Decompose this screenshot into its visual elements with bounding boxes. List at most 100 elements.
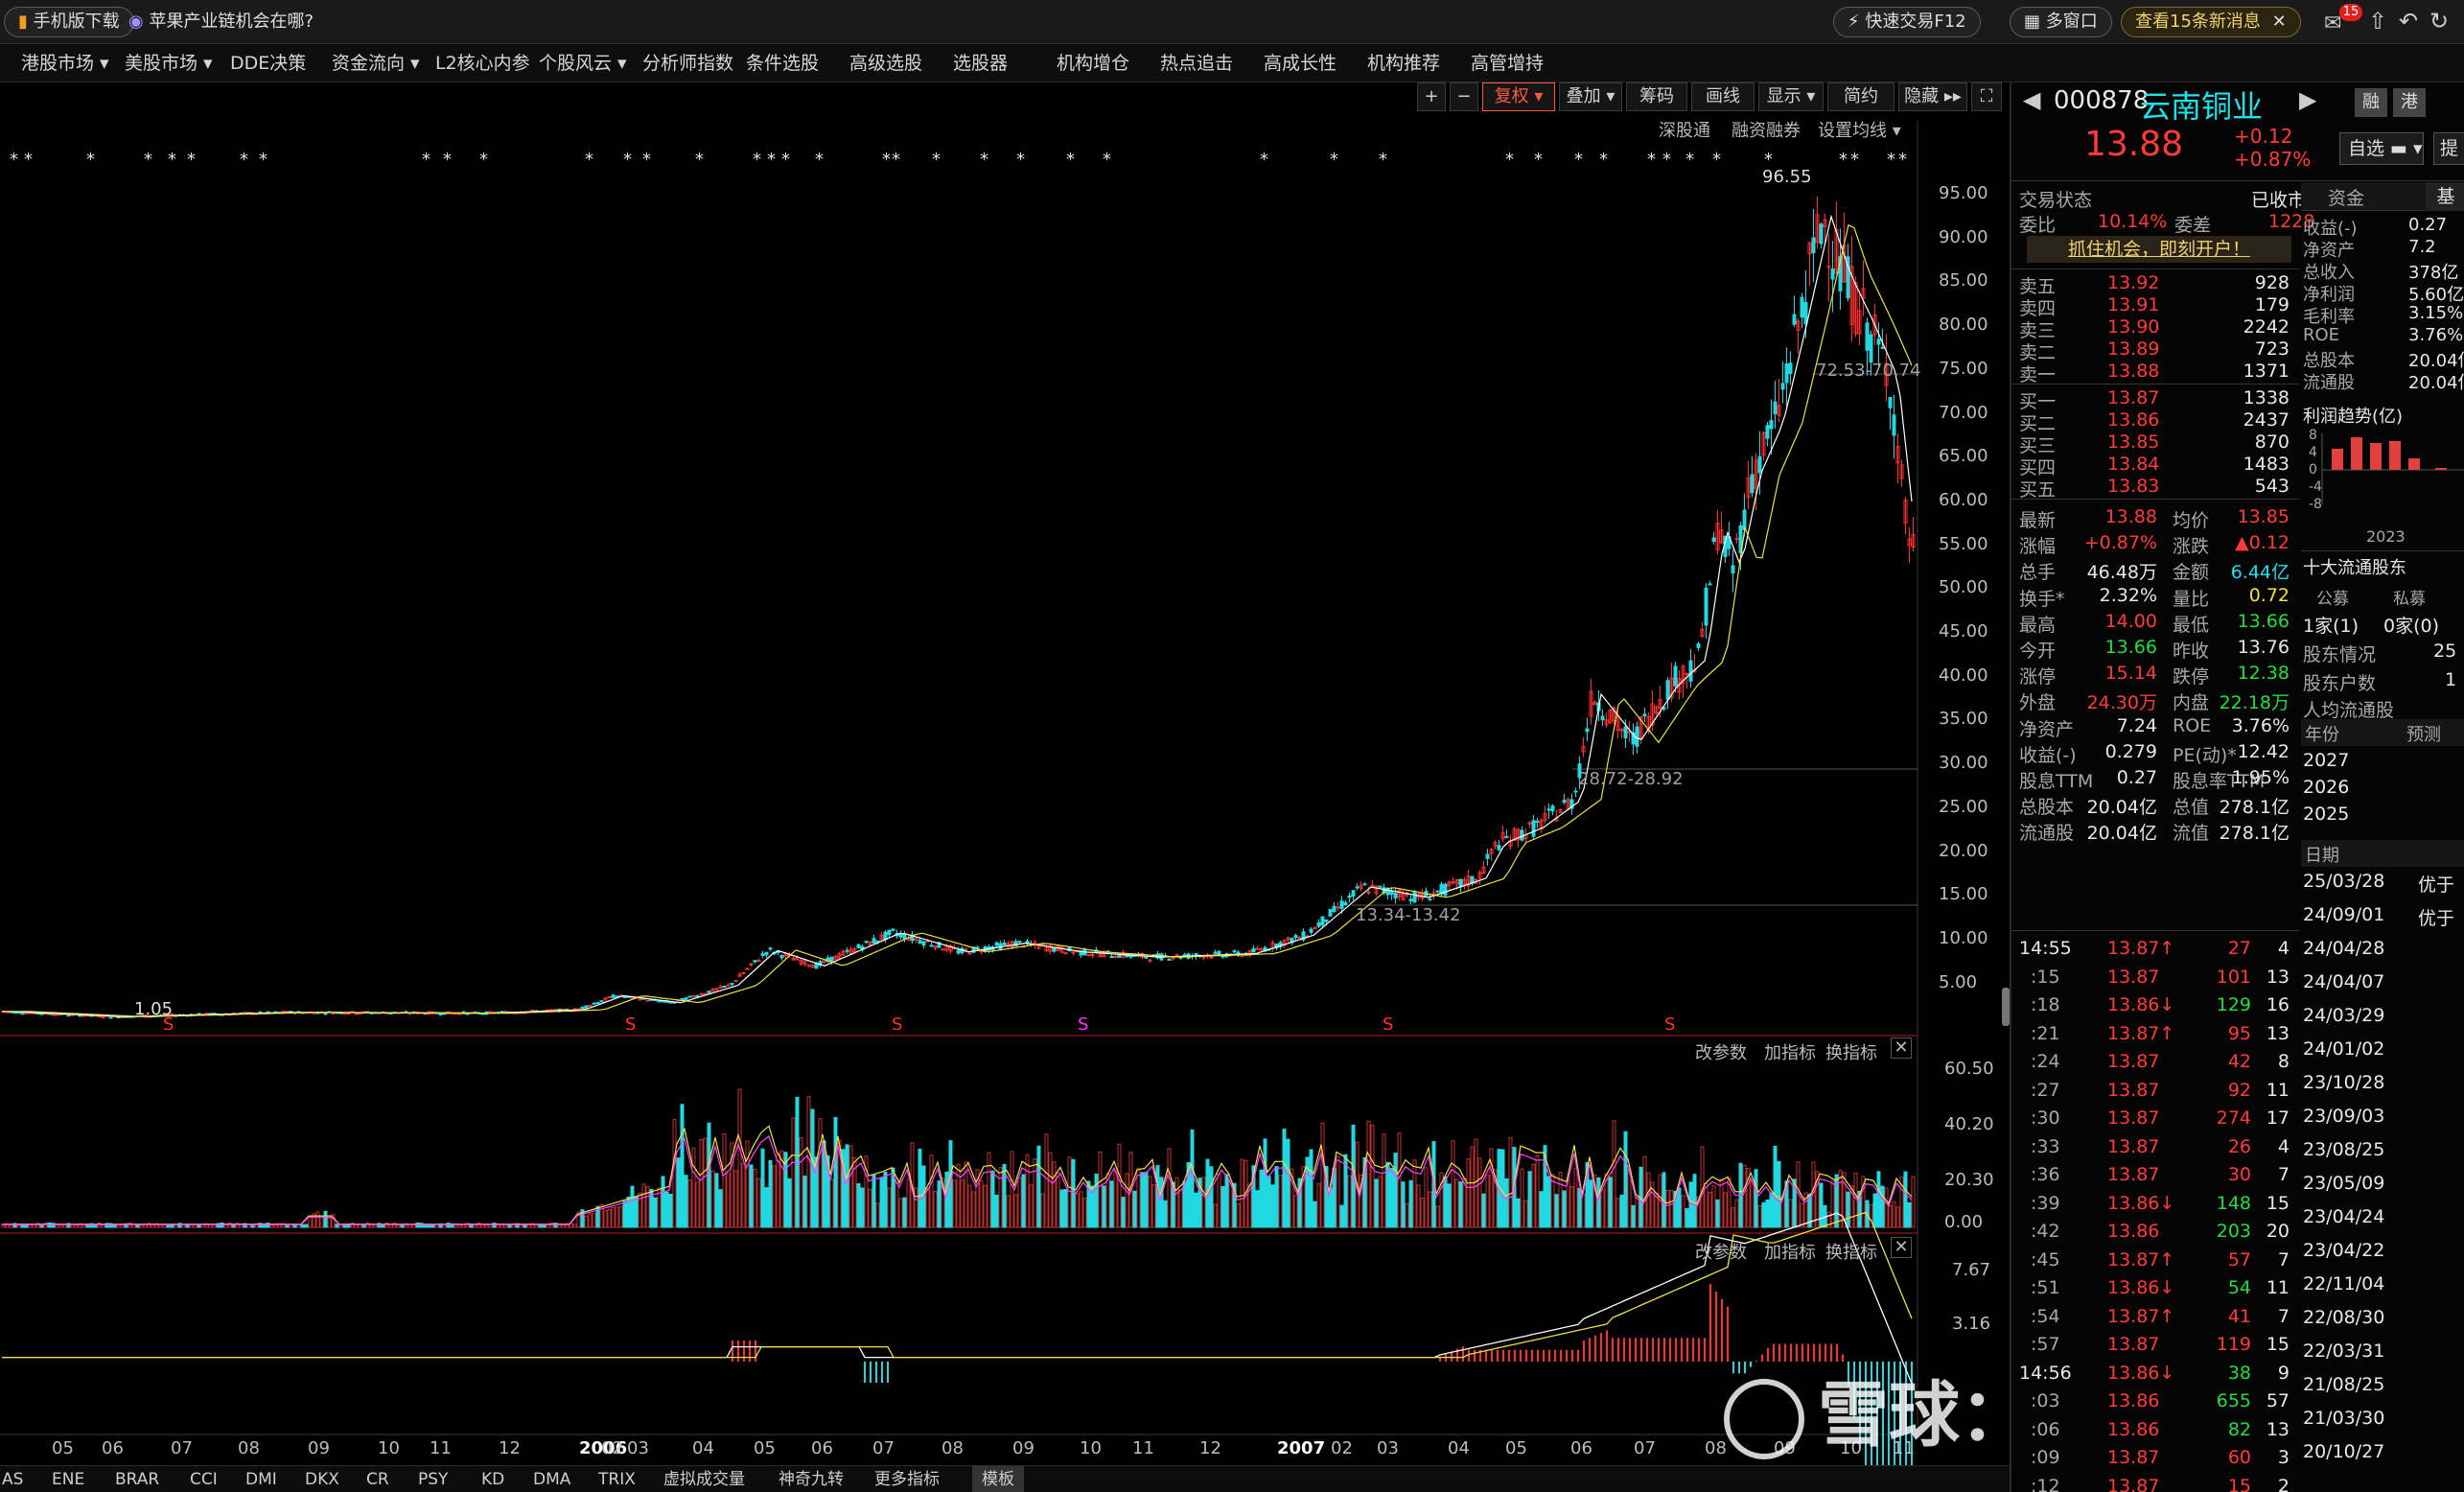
- margin-link[interactable]: 融资融券: [1732, 121, 1801, 141]
- tab-psy[interactable]: PSY: [418, 1470, 449, 1489]
- menu-analyst[interactable]: 分析师指数: [642, 53, 734, 74]
- fullscreen-icon[interactable]: ⛶: [1971, 82, 2002, 111]
- menu-high-growth[interactable]: 高成长性: [1264, 53, 1337, 74]
- menu-condition-pick[interactable]: 条件选股: [746, 53, 820, 74]
- menu-hot-chase[interactable]: 热点追击: [1160, 53, 1234, 74]
- rating-date[interactable]: 22/11/04: [2303, 1273, 2385, 1294]
- holder-tab-public[interactable]: 公募: [2316, 590, 2349, 609]
- vol-add-indicator-link[interactable]: 加指标: [1764, 1043, 1816, 1063]
- simple-button[interactable]: 简约: [1827, 82, 1894, 111]
- rating-date[interactable]: 21/08/25: [2303, 1374, 2385, 1395]
- panel-splitter[interactable]: [2002, 988, 2010, 1026]
- rating-date[interactable]: 23/09/03: [2303, 1106, 2385, 1127]
- menu-hk-market[interactable]: 港股市场 ▾: [21, 53, 109, 74]
- book-level-price[interactable]: 13.92: [2107, 272, 2160, 293]
- quick-trade-button[interactable]: ⚡ 快速交易F12: [1833, 7, 1981, 37]
- display-button[interactable]: 显示 ▾: [1758, 82, 1824, 111]
- rating-date[interactable]: 25/03/28: [2303, 871, 2385, 892]
- menu-advanced-pick[interactable]: 高级选股: [849, 53, 923, 74]
- holder-tab-private[interactable]: 私募: [2393, 590, 2426, 609]
- mobile-download-button[interactable]: ▮ 手机版下载: [4, 7, 134, 37]
- tab-as[interactable]: AS: [2, 1470, 24, 1489]
- rating-date[interactable]: 23/05/09: [2303, 1173, 2385, 1194]
- open-account-promo[interactable]: 抓住机会，即刻开户！: [2027, 236, 2291, 263]
- home-icon[interactable]: ⇧: [2368, 8, 2388, 35]
- margin-tag[interactable]: 融: [2355, 88, 2387, 117]
- book-level-price[interactable]: 13.91: [2107, 294, 2160, 315]
- zoom-out-button[interactable]: −: [1450, 82, 1478, 111]
- macd-add-indicator-link[interactable]: 加指标: [1764, 1243, 1816, 1263]
- macd-switch-indicator-link[interactable]: 换指标: [1825, 1243, 1877, 1263]
- watchlist-button[interactable]: 自选 ▬ ▾: [2339, 132, 2424, 165]
- kline-chart-area[interactable]: + − 复权 ▾ 叠加 ▾ 筹码 画线 显示 ▾ 简约 隐藏 ▸▸ ⛶ 深股通 …: [0, 82, 2385, 1473]
- menu-exec-increase[interactable]: 高管增持: [1471, 53, 1545, 74]
- tab-more-indicators[interactable]: 更多指标: [874, 1470, 940, 1489]
- rating-date[interactable]: 24/01/02: [2303, 1038, 2385, 1060]
- book-level-price[interactable]: 13.86: [2107, 409, 2160, 431]
- book-level-price[interactable]: 13.88: [2107, 361, 2160, 382]
- tab-cci[interactable]: CCI: [190, 1470, 218, 1489]
- menu-inst-increase[interactable]: 机构增仓: [1057, 53, 1130, 74]
- tab-fundamental[interactable]: 基: [2426, 182, 2464, 211]
- draw-line-button[interactable]: 画线: [1691, 82, 1755, 111]
- tab-dma[interactable]: DMA: [533, 1470, 571, 1489]
- rating-date[interactable]: 24/04/28: [2303, 938, 2385, 959]
- menu-capital-flow[interactable]: 资金流向 ▾: [332, 53, 420, 74]
- zoom-in-button[interactable]: +: [1417, 82, 1446, 111]
- rating-date[interactable]: 24/04/07: [2303, 971, 2385, 992]
- tab-brar[interactable]: BRAR: [115, 1470, 160, 1489]
- rating-date[interactable]: 24/03/29: [2303, 1005, 2385, 1026]
- rating-date[interactable]: 22/08/30: [2303, 1307, 2385, 1328]
- book-level-price[interactable]: 13.89: [2107, 338, 2160, 360]
- rating-date[interactable]: 23/04/22: [2303, 1240, 2385, 1261]
- vol-params-link[interactable]: 改参数: [1695, 1043, 1747, 1063]
- tab-ene[interactable]: ENE: [52, 1470, 85, 1489]
- vol-switch-indicator-link[interactable]: 换指标: [1825, 1043, 1877, 1063]
- mail-icon[interactable]: ✉: [2324, 12, 2342, 35]
- menu-us-market[interactable]: 美股市场 ▾: [125, 53, 213, 74]
- book-level-price[interactable]: 13.90: [2107, 316, 2160, 338]
- sh-connect-link[interactable]: 深股通: [1659, 121, 1710, 141]
- tab-cr[interactable]: CR: [366, 1470, 389, 1489]
- alert-button[interactable]: 提: [2433, 132, 2464, 165]
- tab-virtual-volume[interactable]: 虚拟成交量: [663, 1470, 745, 1489]
- ma-settings-link[interactable]: 设置均线 ▾: [1818, 121, 1901, 141]
- menu-l2[interactable]: L2核心内参: [435, 53, 530, 74]
- chips-button[interactable]: 筹码: [1626, 82, 1687, 111]
- macd-close-icon[interactable]: ✕: [1891, 1237, 1912, 1258]
- book-level-price[interactable]: 13.87: [2107, 387, 2160, 408]
- macd-params-link[interactable]: 改参数: [1695, 1243, 1747, 1263]
- adjust-button[interactable]: 复权 ▾: [1482, 82, 1555, 111]
- tab-capital[interactable]: 资金: [2328, 188, 2365, 209]
- rating-date[interactable]: 23/04/24: [2303, 1206, 2385, 1227]
- headline-link[interactable]: ◉ 苹果产业链机会在哪?: [128, 7, 314, 37]
- next-stock-icon[interactable]: ▶: [2299, 86, 2317, 113]
- book-level-price[interactable]: 13.84: [2107, 454, 2160, 475]
- tab-dkx[interactable]: DKX: [305, 1470, 339, 1489]
- tab-kd[interactable]: KD: [481, 1470, 505, 1489]
- rating-date[interactable]: 21/03/30: [2303, 1408, 2385, 1429]
- tab-template[interactable]: 模板: [972, 1466, 1024, 1492]
- menu-stock-picker[interactable]: 选股器: [953, 53, 1009, 74]
- book-level-price[interactable]: 13.83: [2107, 476, 2160, 497]
- menu-inst-recommend[interactable]: 机构推荐: [1367, 53, 1441, 74]
- rating-date[interactable]: 23/10/28: [2303, 1072, 2385, 1093]
- hk-connect-tag[interactable]: 港: [2393, 88, 2426, 117]
- menu-dde[interactable]: DDE决策: [230, 53, 307, 74]
- refresh-icon[interactable]: ↻: [2429, 8, 2450, 35]
- back-icon[interactable]: ↶: [2399, 8, 2419, 35]
- tab-magic-nine[interactable]: 神奇九转: [779, 1470, 844, 1489]
- rating-date[interactable]: 24/09/01: [2303, 904, 2385, 925]
- menu-stock-wind[interactable]: 个股风云 ▾: [539, 53, 627, 74]
- vol-close-icon[interactable]: ✕: [1891, 1037, 1912, 1059]
- multi-window-button[interactable]: ▦ 多窗口: [2010, 7, 2112, 37]
- tab-trix[interactable]: TRIX: [598, 1470, 636, 1489]
- prev-stock-icon[interactable]: ◀: [2023, 86, 2041, 113]
- rating-date[interactable]: 22/03/31: [2303, 1340, 2385, 1362]
- tab-dmi[interactable]: DMI: [245, 1470, 277, 1489]
- news-button[interactable]: 查看15条新消息 ✕: [2121, 7, 2301, 37]
- rating-date[interactable]: 20/10/27: [2303, 1441, 2385, 1462]
- rating-date[interactable]: 23/08/25: [2303, 1139, 2385, 1160]
- close-icon[interactable]: ✕: [2271, 12, 2287, 32]
- overlay-button[interactable]: 叠加 ▾: [1559, 82, 1622, 111]
